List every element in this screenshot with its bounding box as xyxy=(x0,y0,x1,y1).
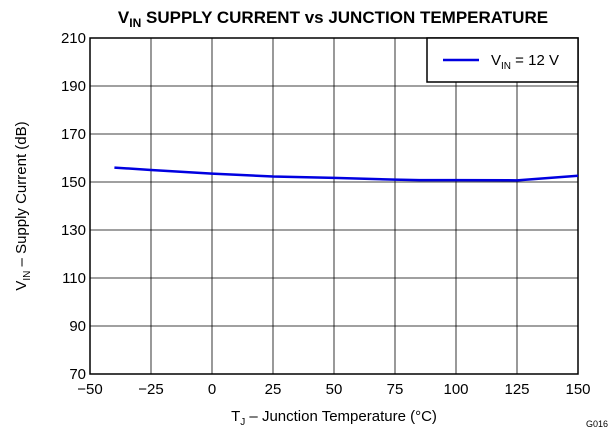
x-tick-label: 25 xyxy=(265,381,282,398)
x-tick-label: 75 xyxy=(387,381,404,398)
title-part: V xyxy=(118,8,130,27)
label-part: V xyxy=(13,281,30,291)
y-tick-label: 110 xyxy=(62,270,86,287)
x-tick-label: 0 xyxy=(208,381,216,398)
label-sub: IN xyxy=(22,271,33,281)
x-tick-label: 50 xyxy=(326,381,343,398)
y-tick-label: 70 xyxy=(69,366,86,383)
label-part: – Supply Current (dB) xyxy=(13,121,30,270)
x-tick-label: −50 xyxy=(77,381,102,398)
y-tick-label: 90 xyxy=(69,318,86,335)
x-tick-label: 100 xyxy=(443,381,468,398)
y-tick-label: 190 xyxy=(61,78,86,95)
chart-title: VIN SUPPLY CURRENT vs JUNCTION TEMPERATU… xyxy=(118,8,548,30)
legend-label: VIN = 12 V xyxy=(491,52,559,72)
legend-label-part: IN xyxy=(501,61,511,72)
y-axis-label: VIN – Supply Current (dB) xyxy=(13,121,33,290)
legend-label-part: V xyxy=(491,52,501,69)
series-line xyxy=(114,166,579,182)
x-tick-label: 125 xyxy=(504,381,529,398)
x-tick-label: 150 xyxy=(565,381,590,398)
plot-frame xyxy=(89,37,579,375)
label-part: T xyxy=(231,408,240,425)
x-tick-label: −25 xyxy=(138,381,163,398)
title-sub: IN xyxy=(129,16,141,30)
figure-id: G016 xyxy=(586,419,608,429)
x-axis-label: TJ – Junction Temperature (°C) xyxy=(231,408,437,428)
y-tick-label: 170 xyxy=(61,126,86,143)
y-tick-label: 130 xyxy=(61,222,86,239)
label-part: – Junction Temperature (°C) xyxy=(245,408,437,425)
y-tick-label: 150 xyxy=(61,174,86,191)
legend-label-part: = 12 V xyxy=(511,52,559,69)
y-tick-label: 210 xyxy=(61,30,86,47)
title-part: SUPPLY CURRENT vs JUNCTION TEMPERATURE xyxy=(141,8,548,27)
label-sub: J xyxy=(240,417,245,428)
